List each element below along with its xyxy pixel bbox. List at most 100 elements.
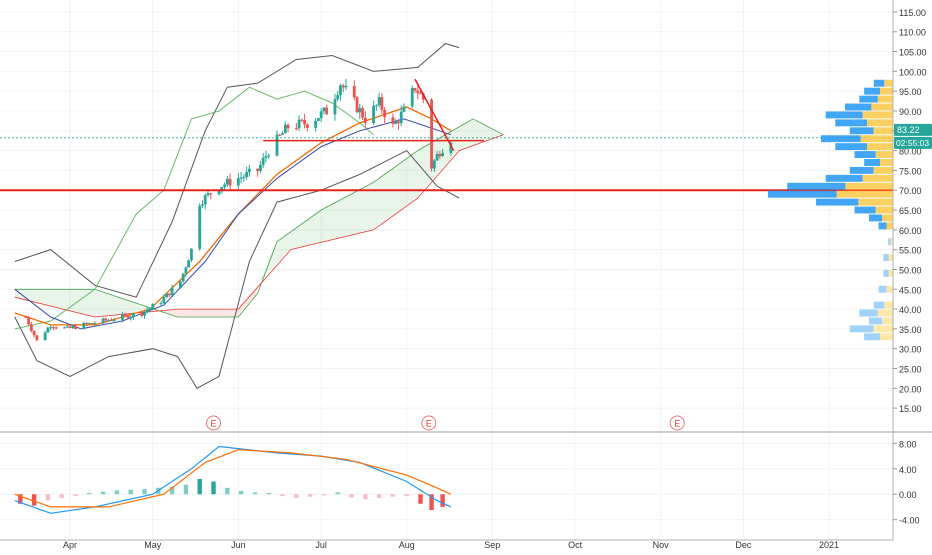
candle-body (68, 326, 72, 328)
candle-body (361, 108, 364, 118)
volume-profile-down-bar (867, 143, 893, 151)
macd-histogram-bar (307, 494, 313, 497)
ema-line (14, 106, 452, 326)
volume-profile-up-bar (854, 151, 876, 159)
macd-histogram-bar (211, 481, 216, 495)
volume-profile-down-bar (882, 214, 893, 222)
candle-body (438, 154, 442, 157)
candle-body (184, 267, 188, 274)
volume-profile-up-bar (883, 254, 889, 262)
time-tick-label: Nov (653, 540, 670, 550)
earnings-marker-label: E (674, 419, 680, 429)
candle-body (421, 93, 425, 100)
volume-profile-up-bar (835, 143, 868, 151)
candle-body (129, 316, 133, 319)
earnings-marker[interactable] (206, 415, 222, 431)
earnings-marker[interactable] (421, 415, 437, 431)
candle-body (123, 314, 127, 316)
price-tick-label: 80.00 (899, 147, 922, 157)
candle-body (286, 124, 290, 129)
candle-body (24, 316, 28, 318)
macd-histogram-bar (100, 491, 106, 495)
time-tick-label: Aug (399, 540, 415, 550)
volume-profile-down-bar (845, 182, 893, 190)
candle-body (394, 121, 398, 124)
price-tick-label: 30.00 (899, 345, 922, 355)
countdown-badge (894, 136, 932, 149)
candle-body (449, 142, 453, 153)
candle-body (410, 88, 414, 107)
candle-body (167, 293, 171, 296)
candle-body (239, 177, 243, 179)
candle-body (294, 128, 298, 130)
candle-body (148, 308, 152, 310)
volume-profile-down-bar (880, 333, 893, 341)
candle-body (190, 248, 193, 261)
candle-body (132, 313, 135, 317)
macd-histogram-bar (114, 490, 120, 495)
volume-profile-up-bar (816, 198, 859, 206)
volume-profile-up-bar (883, 269, 889, 277)
time-tick-label: May (144, 540, 162, 550)
candle-body (325, 107, 329, 115)
candle-body (236, 178, 240, 186)
volume-profile-down-bar (886, 285, 893, 293)
macd-histogram-bar (45, 494, 51, 501)
candle-body (27, 317, 30, 325)
volume-profile-up-bar (868, 214, 883, 222)
candle-body (339, 85, 342, 96)
price-tick-label: 110.00 (899, 28, 926, 38)
price-tick-label: 75.00 (899, 166, 922, 176)
earnings-marker[interactable] (669, 415, 685, 431)
cloud-fill (257, 119, 504, 290)
macd-histogram-bar (183, 484, 189, 495)
time-tick-label: 2021 (819, 540, 839, 550)
volume-profile-down-bar (888, 269, 893, 277)
macd-histogram-bar (376, 494, 382, 499)
candle-body (93, 323, 97, 325)
candle-body (151, 303, 155, 309)
candle-body (110, 320, 113, 322)
candle-body (203, 195, 207, 205)
candle-body (432, 160, 436, 169)
volume-profile-up-bar (849, 325, 874, 333)
volume-profile-up-bar (854, 206, 876, 214)
candle-body (143, 311, 146, 316)
candle-body (206, 193, 210, 196)
volume-profile-down-bar (860, 135, 893, 143)
volume-profile-down-bar (873, 325, 893, 333)
candle-body (264, 156, 268, 158)
volume-profile-down-bar (875, 151, 893, 159)
candle-body (380, 97, 384, 110)
candle-body (87, 323, 91, 325)
volume-profile-up-bar (868, 317, 883, 325)
macd-histogram-bar (363, 494, 368, 500)
candle-body (74, 326, 77, 329)
candle-body (104, 318, 108, 321)
volume-profile-down-bar (880, 87, 893, 95)
price-tick-label: 40.00 (899, 305, 922, 315)
macd-histogram-bar (169, 486, 175, 495)
macd-histogram-bar (238, 491, 244, 495)
volume-profile-down-bar (877, 95, 893, 103)
candle-body (336, 95, 340, 100)
macd-histogram-bar (390, 494, 396, 497)
macd-histogram-bar (87, 492, 92, 495)
price-tick-label: 15.00 (899, 404, 922, 414)
candle-body (107, 320, 111, 322)
candle-body (430, 99, 433, 169)
candle-body (305, 124, 309, 128)
price-tick-label: 35.00 (899, 325, 922, 335)
volume-profile-down-bar (880, 159, 893, 166)
candle-body (46, 327, 50, 333)
candle-body (413, 88, 417, 91)
price-tick-label: 55.00 (899, 246, 922, 256)
bollinger-lower (14, 149, 460, 389)
candle-body (101, 318, 105, 324)
time-tick-label: Apr (63, 540, 77, 550)
volume-profile-up-bar (849, 166, 874, 174)
volume-profile-down-bar (886, 222, 893, 230)
candle-body (54, 327, 58, 329)
